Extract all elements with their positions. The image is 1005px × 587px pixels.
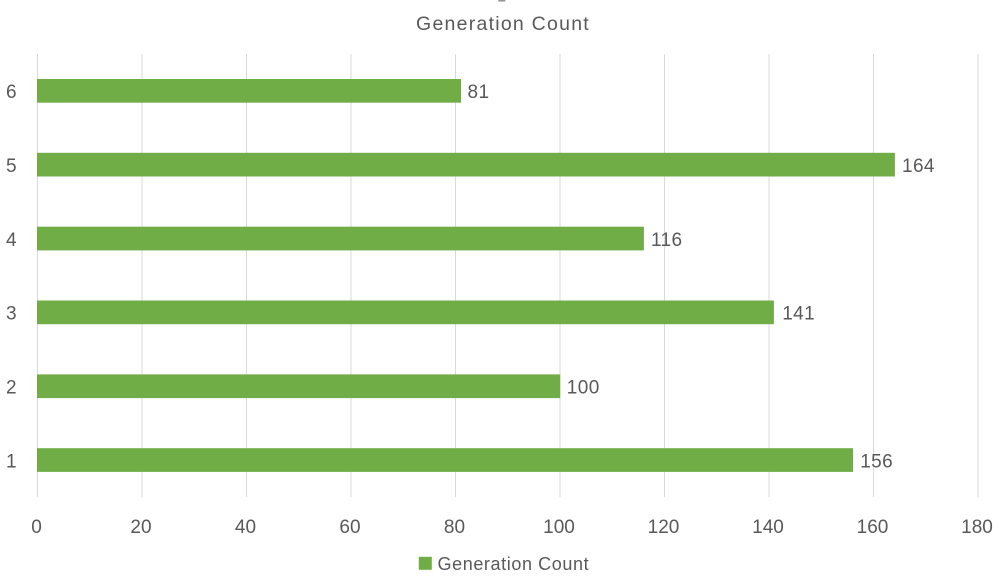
svg-text:100: 100 [567,378,600,399]
svg-text:81: 81 [468,82,490,103]
svg-text:116: 116 [651,230,683,251]
svg-text:3: 3 [6,304,17,325]
svg-text:6: 6 [6,82,17,103]
svg-text:80: 80 [444,517,465,538]
svg-text:1: 1 [6,451,17,472]
svg-text:120: 120 [648,517,680,538]
svg-text:Generation Count: Generation Count [438,554,590,574]
svg-text:141: 141 [782,304,815,325]
svg-text:160: 160 [857,517,889,538]
svg-text:40: 40 [235,517,256,538]
svg-text:156: 156 [860,451,893,472]
svg-text:4: 4 [6,230,17,251]
svg-text:2: 2 [6,378,17,399]
svg-text:20: 20 [130,517,151,538]
svg-text:140: 140 [752,517,784,538]
svg-text:180: 180 [961,517,993,538]
svg-text:60: 60 [339,517,360,538]
svg-text:Generation Count: Generation Count [416,13,590,35]
svg-text:100: 100 [543,517,575,538]
svg-text:164: 164 [902,156,935,177]
svg-text:5: 5 [6,156,17,177]
svg-text:0: 0 [31,517,42,538]
